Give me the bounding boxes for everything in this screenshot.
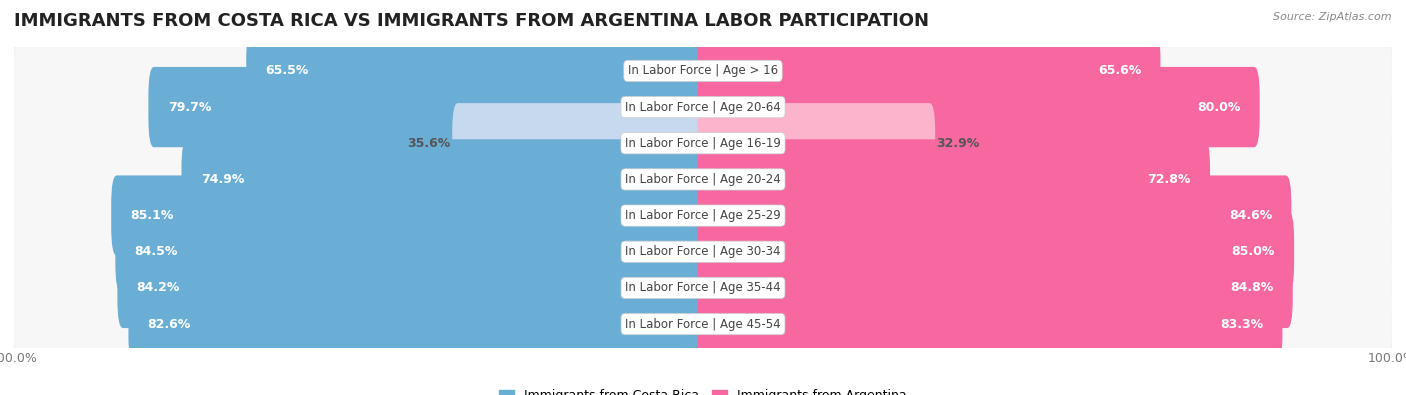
FancyBboxPatch shape	[14, 217, 1392, 286]
FancyBboxPatch shape	[697, 248, 1292, 328]
Text: 82.6%: 82.6%	[148, 318, 191, 331]
FancyBboxPatch shape	[117, 248, 709, 328]
Text: 85.0%: 85.0%	[1232, 245, 1275, 258]
Text: 83.3%: 83.3%	[1220, 318, 1263, 331]
FancyBboxPatch shape	[697, 139, 1211, 220]
Text: 85.1%: 85.1%	[131, 209, 174, 222]
FancyBboxPatch shape	[246, 31, 709, 111]
FancyBboxPatch shape	[453, 103, 709, 183]
Text: 84.2%: 84.2%	[136, 281, 180, 294]
Text: 74.9%: 74.9%	[201, 173, 245, 186]
Text: In Labor Force | Age 25-29: In Labor Force | Age 25-29	[626, 209, 780, 222]
FancyBboxPatch shape	[14, 290, 1392, 359]
FancyBboxPatch shape	[14, 109, 1392, 177]
Text: 84.8%: 84.8%	[1230, 281, 1274, 294]
FancyBboxPatch shape	[181, 139, 709, 220]
FancyBboxPatch shape	[14, 37, 1392, 105]
Text: 65.5%: 65.5%	[266, 64, 309, 77]
FancyBboxPatch shape	[697, 212, 1294, 292]
FancyBboxPatch shape	[697, 103, 935, 183]
FancyBboxPatch shape	[14, 109, 1392, 178]
Text: In Labor Force | Age 45-54: In Labor Force | Age 45-54	[626, 318, 780, 331]
Text: 35.6%: 35.6%	[408, 137, 451, 150]
Text: In Labor Force | Age 30-34: In Labor Force | Age 30-34	[626, 245, 780, 258]
FancyBboxPatch shape	[14, 218, 1392, 286]
FancyBboxPatch shape	[115, 212, 709, 292]
Text: Source: ZipAtlas.com: Source: ZipAtlas.com	[1274, 12, 1392, 22]
FancyBboxPatch shape	[14, 72, 1392, 142]
FancyBboxPatch shape	[128, 284, 709, 364]
FancyBboxPatch shape	[14, 181, 1392, 250]
Text: 84.6%: 84.6%	[1229, 209, 1272, 222]
Text: In Labor Force | Age > 16: In Labor Force | Age > 16	[628, 64, 778, 77]
FancyBboxPatch shape	[14, 145, 1392, 213]
Text: IMMIGRANTS FROM COSTA RICA VS IMMIGRANTS FROM ARGENTINA LABOR PARTICIPATION: IMMIGRANTS FROM COSTA RICA VS IMMIGRANTS…	[14, 12, 929, 30]
Text: In Labor Force | Age 20-24: In Labor Force | Age 20-24	[626, 173, 780, 186]
FancyBboxPatch shape	[14, 290, 1392, 358]
Text: 80.0%: 80.0%	[1197, 101, 1240, 114]
Text: 32.9%: 32.9%	[936, 137, 980, 150]
Text: In Labor Force | Age 20-64: In Labor Force | Age 20-64	[626, 101, 780, 114]
FancyBboxPatch shape	[14, 182, 1392, 250]
Text: 72.8%: 72.8%	[1147, 173, 1191, 186]
FancyBboxPatch shape	[14, 254, 1392, 322]
FancyBboxPatch shape	[14, 73, 1392, 141]
FancyBboxPatch shape	[14, 36, 1392, 105]
FancyBboxPatch shape	[697, 284, 1282, 364]
FancyBboxPatch shape	[697, 31, 1160, 111]
Text: In Labor Force | Age 35-44: In Labor Force | Age 35-44	[626, 281, 780, 294]
FancyBboxPatch shape	[14, 145, 1392, 214]
FancyBboxPatch shape	[111, 175, 709, 256]
Text: 65.6%: 65.6%	[1098, 64, 1142, 77]
Text: 79.7%: 79.7%	[167, 101, 211, 114]
Legend: Immigrants from Costa Rica, Immigrants from Argentina: Immigrants from Costa Rica, Immigrants f…	[495, 384, 911, 395]
FancyBboxPatch shape	[697, 175, 1291, 256]
FancyBboxPatch shape	[149, 67, 709, 147]
FancyBboxPatch shape	[697, 67, 1260, 147]
Text: In Labor Force | Age 16-19: In Labor Force | Age 16-19	[626, 137, 780, 150]
FancyBboxPatch shape	[14, 253, 1392, 323]
Text: 84.5%: 84.5%	[135, 245, 179, 258]
